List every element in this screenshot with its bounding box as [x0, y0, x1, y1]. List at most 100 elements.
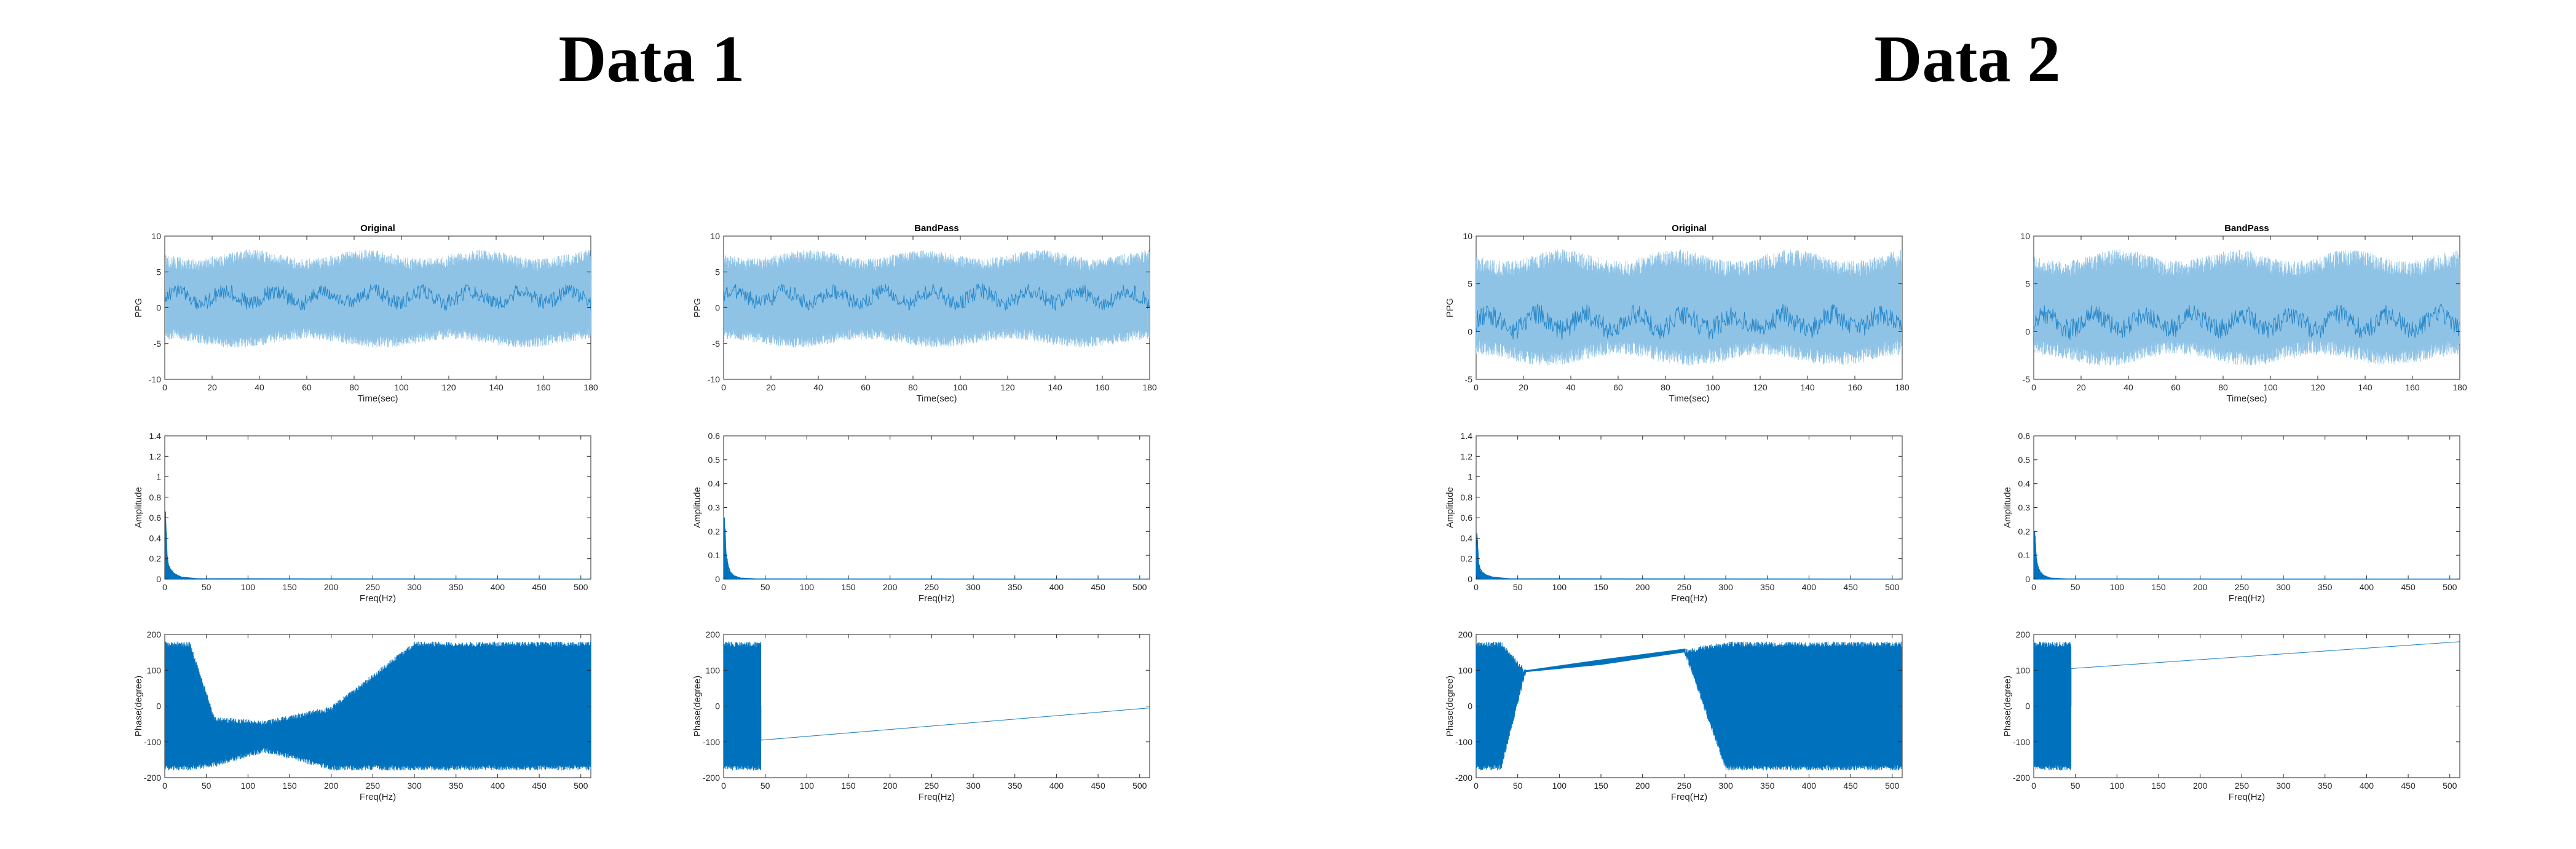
x-tick-label: 140 — [1048, 382, 1062, 392]
y-tick-label: -100 — [144, 737, 161, 747]
x-tick-label: 150 — [1594, 582, 1608, 592]
x-tick-label: 300 — [1718, 582, 1733, 592]
x-axis-label: Freq(Hz) — [360, 792, 396, 802]
x-tick-label: 200 — [883, 582, 898, 592]
y-tick-label: -10 — [149, 374, 161, 384]
x-tick-label: 50 — [202, 781, 211, 791]
x-tick-label: 60 — [2171, 382, 2181, 392]
phase-linear-segment — [1476, 650, 1902, 706]
x-tick-label: 300 — [1718, 781, 1733, 791]
y-tick-label: 5 — [1468, 279, 1472, 289]
y-tick-label: 200 — [147, 630, 162, 639]
y-tick-label: -100 — [703, 737, 720, 747]
y-tick-label: -200 — [2013, 773, 2030, 783]
x-tick-label: 50 — [202, 582, 211, 592]
plot-area — [723, 435, 1150, 580]
subplot-d1-original-time: 0 20 40 60 80 100 120 140 160 180 -10 -5 0 5 10 Origina… — [133, 223, 598, 404]
data-layer — [1476, 533, 1902, 579]
x-tick-label: 20 — [207, 382, 217, 392]
y-tick-label: -5 — [713, 339, 721, 349]
x-tick-label: 40 — [255, 382, 264, 392]
data-layer — [724, 641, 1150, 771]
y-axis-label: Amplitude — [1445, 487, 1455, 528]
x-tick-label: 250 — [925, 781, 939, 791]
y-axis-label: PPG — [1445, 298, 1455, 318]
x-tick-label: 0 — [721, 382, 726, 392]
y-tick-label: 0.2 — [149, 554, 162, 564]
y-tick-label: -5 — [1465, 374, 1473, 384]
ppg-mean-trace — [724, 283, 1150, 312]
y-tick-label: -100 — [1455, 737, 1472, 747]
x-tick-label: 20 — [766, 382, 776, 392]
subplot-d2-bandpass-time: 0 20 40 60 80 100 120 140 160 180-50510BandPassTi… — [2020, 223, 2467, 404]
y-tick-label: 0 — [1468, 701, 1472, 711]
subplot-d1-original-phase: 0 50 100 150 200 250 300 350 400 450 500 -200 -100 0 1… — [133, 630, 591, 802]
x-tick-label: 350 — [1760, 582, 1775, 592]
subplot-d1-original-amp: 0 50 100 150 200 250 300 350 400 450 500 0 0.2 0.4 0.6… — [133, 431, 591, 604]
x-tick-label: 400 — [1049, 582, 1064, 592]
x-tick-label: 100 — [800, 781, 815, 791]
plot-area — [723, 634, 1150, 778]
amplitude-envelope — [2034, 531, 2460, 579]
y-tick-label: -200 — [703, 773, 720, 783]
x-tick-label: 50 — [761, 781, 770, 791]
x-axis-label: Freq(Hz) — [919, 792, 955, 802]
data-layer — [724, 250, 1150, 348]
y-tick-label: 0.1 — [708, 550, 721, 560]
x-tick-label: 500 — [1885, 582, 1900, 592]
x-tick-label: 450 — [1091, 781, 1105, 791]
ppg-waveform — [2034, 249, 2460, 366]
y-tick-label: 5 — [2025, 279, 2030, 289]
x-axis-label: Time(sec) — [2226, 393, 2267, 404]
y-axis-label: Phase(degree) — [692, 676, 703, 736]
x-tick-label: 150 — [1594, 781, 1608, 791]
x-tick-label: 400 — [491, 781, 505, 791]
y-tick-label: -100 — [2013, 737, 2030, 747]
x-tick-label: 40 — [1566, 382, 1576, 392]
x-tick-label: 450 — [1843, 781, 1858, 791]
x-tick-label: 100 — [394, 382, 409, 392]
x-tick-label: 200 — [324, 781, 339, 791]
x-tick-label: 250 — [1677, 781, 1692, 791]
subplot-d2-bandpass-amp: 0 50 100 150 200 250 300 350 400 450 500 0 0.1 0.2 0.3… — [2002, 431, 2460, 604]
y-tick-label: 0 — [156, 303, 161, 313]
y-tick-label: 1.4 — [1461, 431, 1473, 441]
x-tick-label: 100 — [800, 582, 815, 592]
plot-area — [2033, 435, 2460, 580]
phase-linear-segment — [2034, 641, 2460, 706]
subplot-d1-bandpass-phase: 0 50 100 150 200 250 300 350 400 450 500 -200 -100 0 1… — [692, 630, 1150, 802]
x-tick-label: 120 — [1000, 382, 1015, 392]
x-axis-label: Freq(Hz) — [1671, 792, 1707, 802]
x-tick-label: 140 — [489, 382, 504, 392]
subplot-d2-original-time: 0 20 40 60 80 100 120 140 160 180-50510OriginalTi… — [1445, 223, 1910, 404]
y-tick-label: 10 — [710, 231, 720, 241]
plot-area — [1476, 435, 1903, 580]
x-tick-label: 200 — [324, 582, 339, 592]
data-layer — [165, 641, 591, 771]
x-tick-label: 50 — [1513, 582, 1523, 592]
x-tick-label: 140 — [2358, 382, 2373, 392]
data-layer — [165, 250, 591, 348]
x-tick-label: 40 — [813, 382, 823, 392]
x-axis-label: Time(sec) — [916, 393, 957, 404]
x-tick-label: 450 — [2401, 781, 2416, 791]
y-tick-label: 200 — [1458, 630, 1473, 639]
y-axis-label: Amplitude — [692, 487, 703, 528]
x-tick-label: 350 — [449, 582, 464, 592]
x-tick-label: 80 — [349, 382, 359, 392]
x-tick-label: 100 — [241, 781, 256, 791]
y-axis-label: Phase(degree) — [2002, 676, 2013, 736]
x-tick-label: 250 — [366, 781, 381, 791]
y-axis-label: Amplitude — [133, 487, 144, 528]
x-tick-label: 250 — [2235, 582, 2250, 592]
x-tick-label: 20 — [2076, 382, 2086, 392]
subplot-title: BandPass — [2224, 223, 2269, 234]
y-tick-label: 0.8 — [1461, 492, 1473, 502]
x-tick-label: 350 — [1760, 781, 1775, 791]
x-tick-label: 150 — [2151, 781, 2166, 791]
x-tick-label: 100 — [241, 582, 256, 592]
x-tick-label: 160 — [1095, 382, 1110, 392]
y-tick-label: 5 — [715, 267, 720, 277]
y-axis-label: Phase(degree) — [1445, 676, 1455, 736]
y-tick-label: 0.5 — [708, 455, 721, 465]
